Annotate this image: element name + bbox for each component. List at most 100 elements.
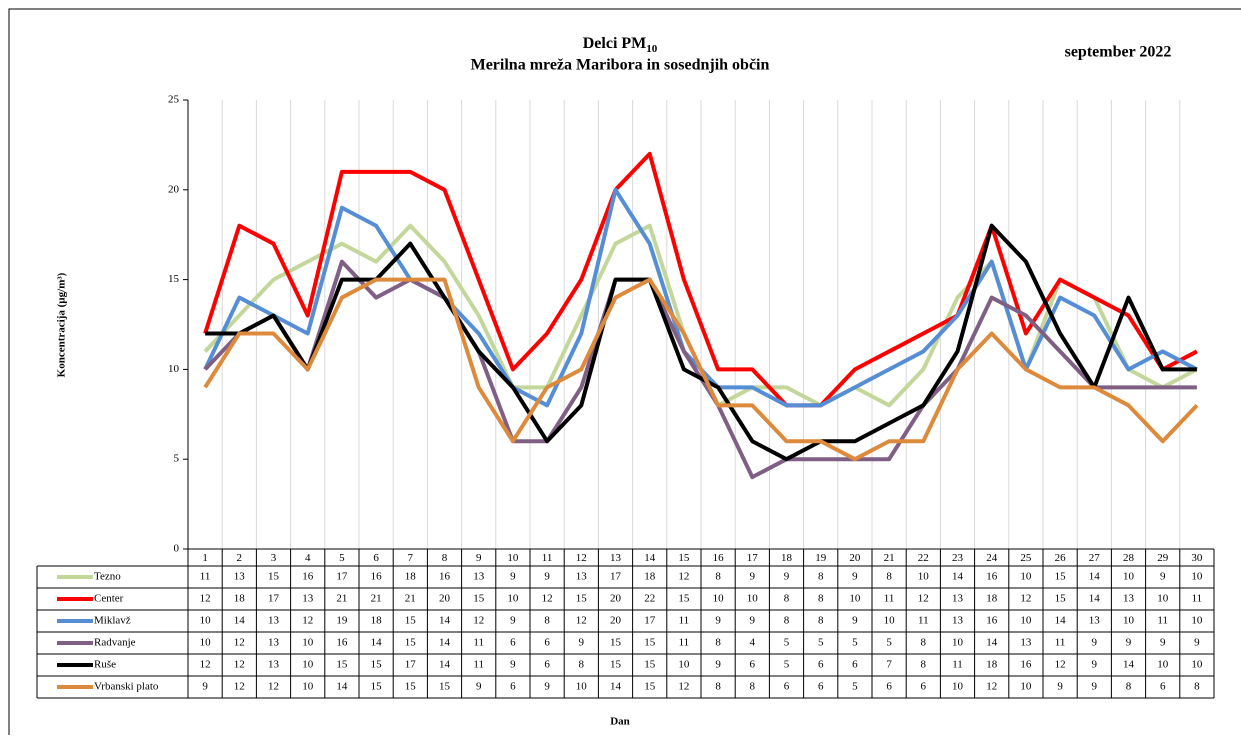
series-line [203, 151, 1198, 408]
table-value: 13 [268, 615, 280, 627]
table-value: 10 [1157, 659, 1169, 671]
table-value: 11 [473, 637, 484, 649]
x-tick-label: 17 [747, 552, 759, 564]
chart-title: Delci PM10 [583, 35, 658, 55]
table-value: 9 [1092, 681, 1098, 693]
table-value: 19 [336, 615, 348, 627]
table-value: 8 [784, 615, 790, 627]
table-value: 11 [1192, 593, 1203, 605]
table-value: 12 [200, 593, 211, 605]
table-value: 8 [715, 681, 721, 693]
table-value: 8 [579, 659, 585, 671]
table-value: 12 [542, 593, 553, 605]
x-tick-label: 14 [644, 552, 656, 564]
x-tick-label: 30 [1191, 552, 1203, 564]
table-value: 9 [1092, 637, 1098, 649]
table-value: 10 [918, 571, 930, 583]
table-value: 16 [302, 571, 314, 583]
table-value: 11 [952, 659, 963, 671]
legend-label: Vrbanski plato [94, 681, 159, 693]
table-value: 15 [439, 681, 451, 693]
table-value: 5 [784, 637, 790, 649]
table-value: 10 [302, 681, 314, 693]
y-tick-label: 0 [174, 543, 180, 555]
legend-label: Center [94, 593, 124, 605]
table-value: 6 [818, 681, 824, 693]
table-value: 15 [268, 571, 280, 583]
table-value: 21 [371, 593, 382, 605]
table-value: 10 [200, 637, 212, 649]
table-value: 14 [371, 637, 383, 649]
table-value: 11 [918, 615, 929, 627]
legend-label: Ruše [94, 659, 116, 671]
table-value: 9 [510, 659, 516, 671]
table-value: 8 [921, 659, 927, 671]
table-value: 11 [884, 593, 895, 605]
table-value: 12 [1055, 659, 1066, 671]
table-value: 20 [610, 593, 622, 605]
table-value: 10 [678, 659, 690, 671]
table-value: 10 [952, 637, 964, 649]
table-value: 13 [576, 571, 588, 583]
table-value: 14 [1089, 593, 1101, 605]
table-value: 9 [544, 571, 550, 583]
period-label: september 2022 [1065, 44, 1172, 61]
table-value: 10 [200, 615, 212, 627]
table-value: 9 [476, 681, 482, 693]
table-value: 12 [200, 659, 211, 671]
table-value: 12 [986, 681, 997, 693]
x-tick-label: 29 [1157, 552, 1169, 564]
table-value: 8 [715, 637, 721, 649]
table-value: 18 [986, 593, 998, 605]
table-value: 10 [1020, 615, 1032, 627]
table-value: 9 [750, 571, 756, 583]
table-value: 14 [234, 615, 246, 627]
y-tick-label: 25 [168, 94, 180, 106]
table-value: 9 [579, 637, 585, 649]
table-value: 16 [1020, 659, 1032, 671]
table-value: 9 [1126, 637, 1132, 649]
table-value: 18 [405, 571, 417, 583]
x-tick-label: 21 [884, 552, 895, 564]
x-tick-label: 13 [610, 552, 622, 564]
table-value: 8 [1194, 681, 1200, 693]
table-value: 10 [1020, 571, 1032, 583]
x-tick-label: 9 [476, 552, 482, 564]
x-tick-label: 19 [815, 552, 827, 564]
table-value: 16 [336, 637, 348, 649]
table-value: 5 [852, 681, 858, 693]
table-value: 9 [784, 571, 790, 583]
table-value: 15 [473, 593, 485, 605]
table-value: 10 [1191, 615, 1203, 627]
table-value: 21 [336, 593, 347, 605]
table-value: 6 [510, 637, 516, 649]
table-value: 15 [371, 659, 383, 671]
table-value: 20 [610, 615, 622, 627]
table-value: 13 [952, 593, 964, 605]
table-value: 11 [473, 659, 484, 671]
table-value: 14 [1055, 615, 1067, 627]
table-value: 8 [544, 615, 550, 627]
table-value: 17 [644, 615, 656, 627]
table-value: 9 [852, 615, 858, 627]
frame [8, 8, 1241, 740]
x-tick-label: 11 [542, 552, 553, 564]
table-value: 10 [576, 681, 588, 693]
table-value: 11 [679, 615, 690, 627]
table-value: 9 [1057, 681, 1063, 693]
x-tick-label: 24 [986, 552, 998, 564]
table-value: 12 [234, 637, 245, 649]
table-value: 5 [886, 637, 892, 649]
table-value: 14 [336, 681, 348, 693]
table-value: 15 [405, 637, 417, 649]
table-value: 6 [1160, 681, 1166, 693]
x-axis-label: Dan [610, 716, 630, 728]
table-value: 4 [750, 637, 756, 649]
table-value: 12 [268, 681, 279, 693]
table-value: 15 [610, 637, 622, 649]
table-value: 8 [784, 593, 790, 605]
table-value: 17 [336, 571, 348, 583]
series-line [203, 277, 1199, 462]
table-value: 8 [886, 571, 892, 583]
